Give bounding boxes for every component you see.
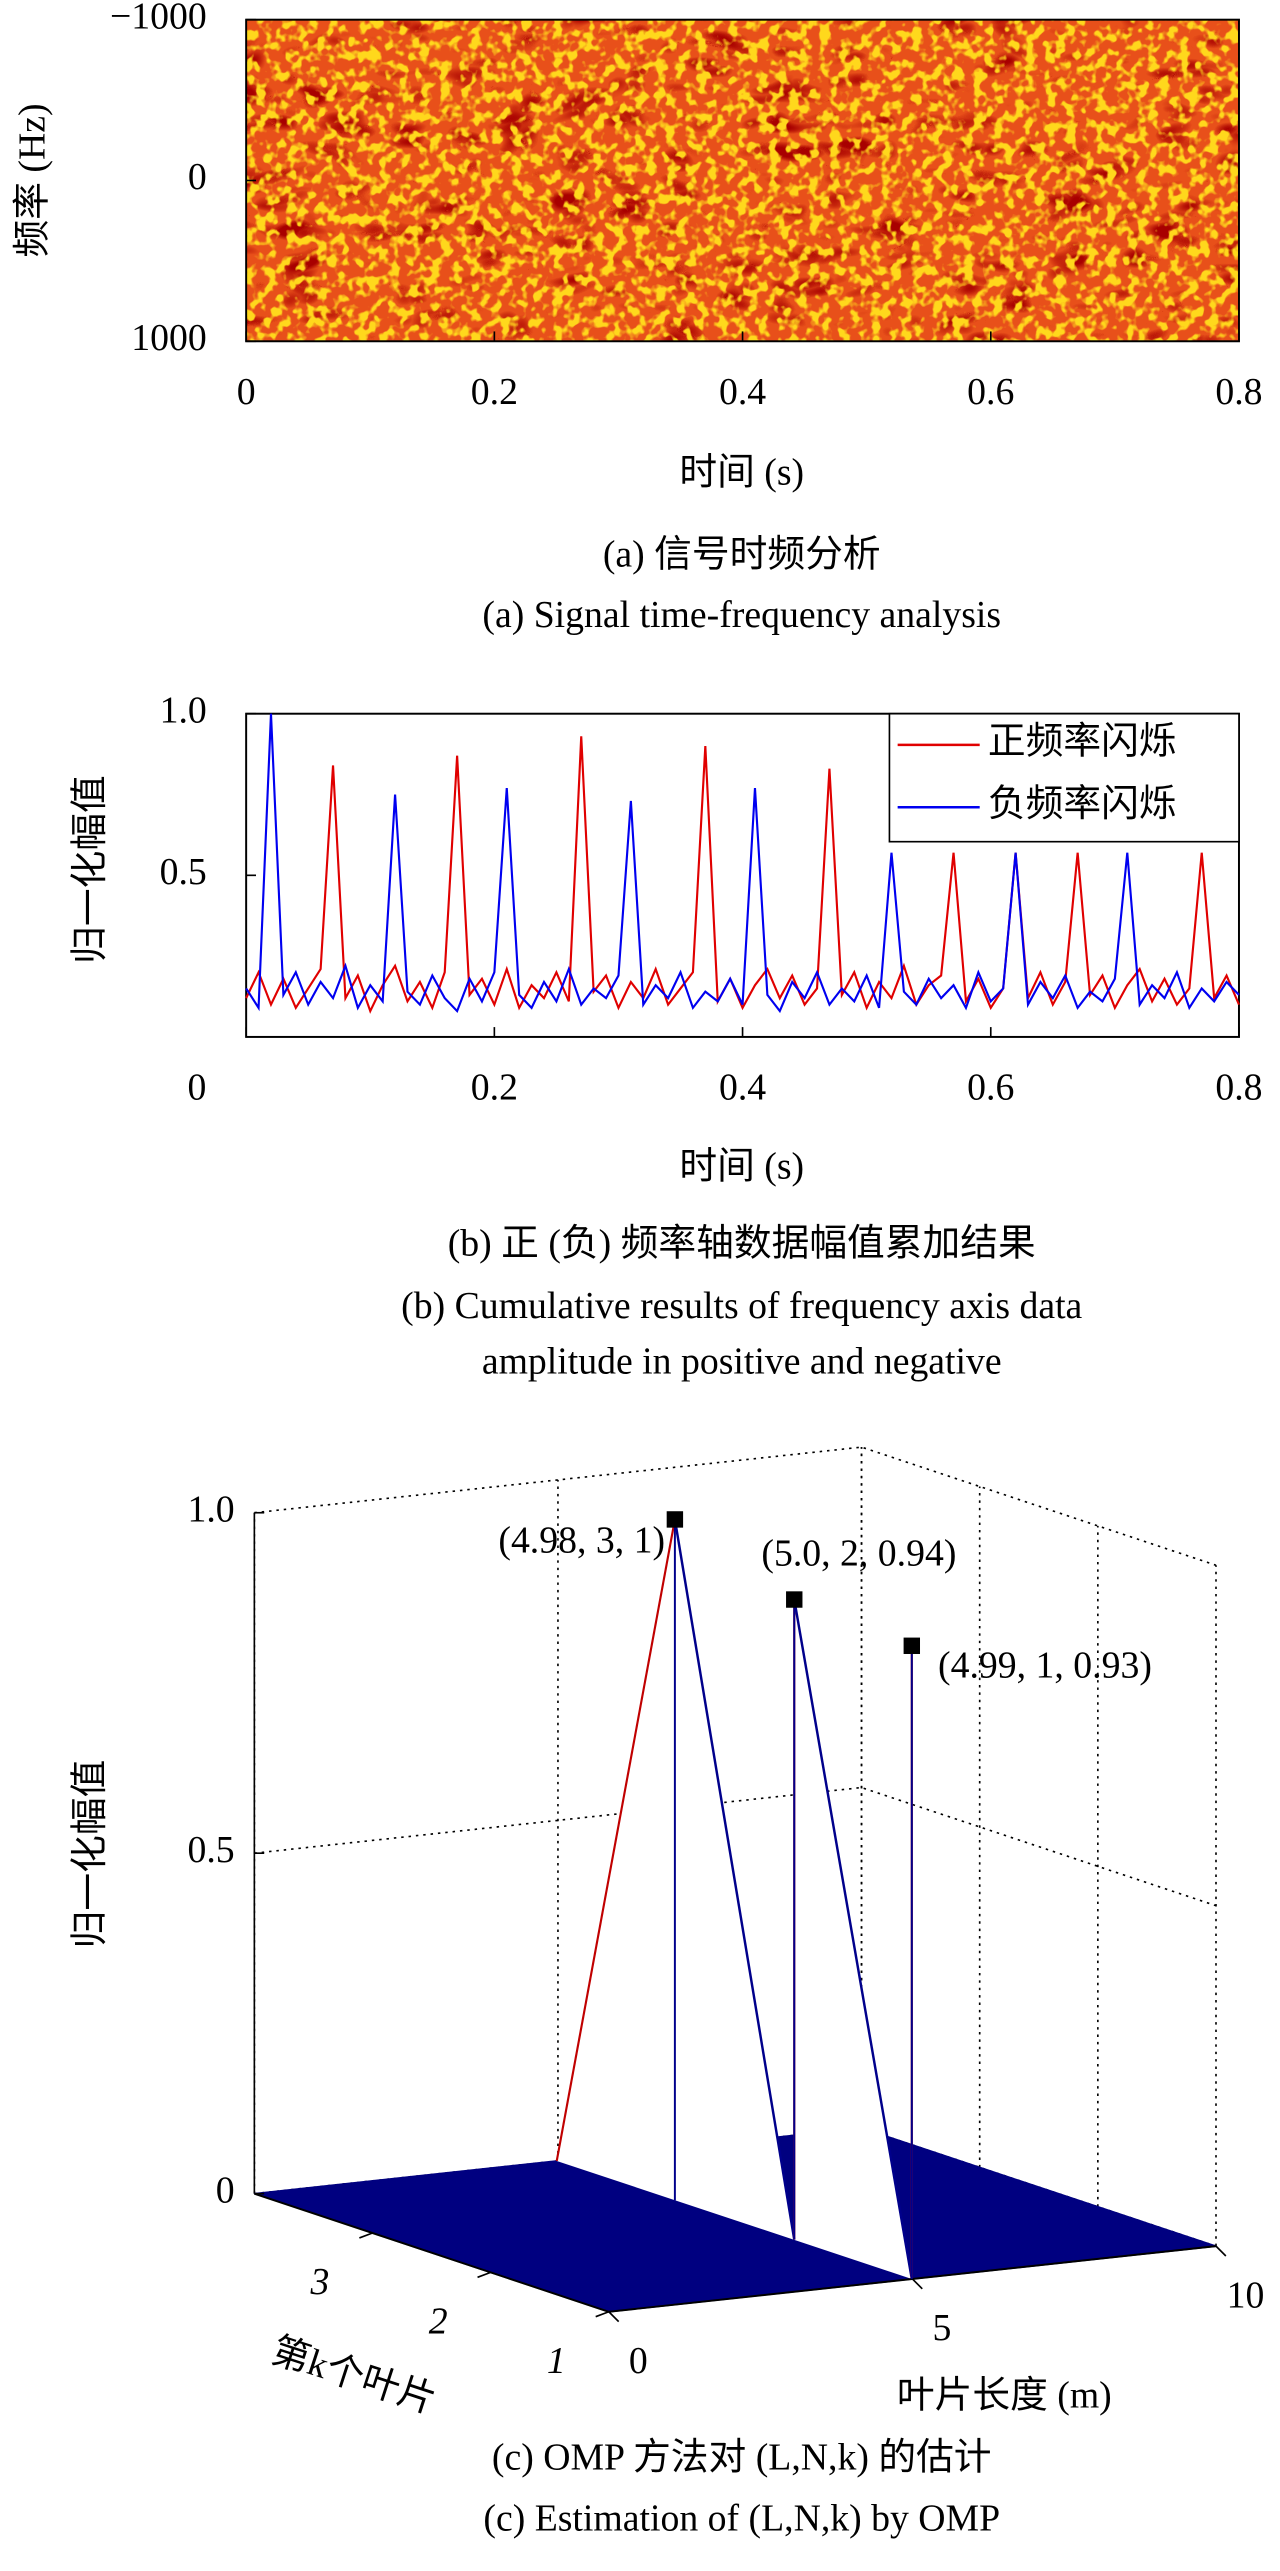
x-tick-label: 0.8 <box>1215 1067 1262 1109</box>
ribbon-edge <box>793 1599 914 2280</box>
peak-label: (4.99, 1, 0.93) <box>938 1644 1152 1686</box>
z-axis-label: 归一化幅值 <box>69 1760 111 1949</box>
y-tick-label: 1000 <box>131 317 206 359</box>
k-axis-label: 第k个叶片 <box>267 2330 441 2422</box>
peak-label: (5.0, 2, 0.94) <box>761 1533 956 1575</box>
z-tick-label: 0 <box>216 2169 235 2211</box>
x-tick-label: 0.2 <box>471 371 518 413</box>
y-axis-label: 归一化幅值 <box>69 775 111 964</box>
peak-marker <box>903 1637 921 1654</box>
legend-label: 正频率闪烁 <box>988 721 1177 763</box>
caption: (a) Signal time-frequency analysis <box>482 594 1001 636</box>
x-tick-label: 10 <box>1227 2274 1265 2316</box>
x-tick-label: 0 <box>629 2340 648 2382</box>
x-tick-label: 0 <box>237 371 256 413</box>
peak-marker <box>666 1511 684 1528</box>
caption: (b) Cumulative results of frequency axis… <box>401 1285 1082 1327</box>
x-axis-label: 叶片长度 (m) <box>897 2374 1112 2416</box>
k-tick-label: 3 <box>310 2261 330 2303</box>
legend-box <box>888 712 1240 843</box>
caption: (b) 正 (负) 频率轴数据幅值累加结果 <box>448 1223 1036 1265</box>
grid-line <box>254 1446 1217 1567</box>
k-tick-label: 1 <box>547 2340 566 2382</box>
caption: (c) Estimation of (L,N,k) by OMP <box>483 2497 1000 2539</box>
x-tick-label: 0.8 <box>1215 371 1262 413</box>
caption: (c) OMP 方法对 (L,N,k) 的估计 <box>492 2437 992 2479</box>
spectrogram <box>246 19 1239 342</box>
caption: (a) 信号时频分析 <box>603 534 881 576</box>
peak-marker <box>786 1591 803 1608</box>
surface-ribbon <box>556 1519 912 2279</box>
x-axis-label: 时间 (s) <box>679 451 804 493</box>
y-tick-label: −1000 <box>110 0 207 37</box>
y-tick-label: 0.5 <box>160 851 207 893</box>
z-tick-label: 0.5 <box>187 1829 234 1871</box>
x-tick <box>911 2278 923 2290</box>
k-tick <box>477 2271 491 2279</box>
x-tick-label: 5 <box>933 2307 952 2349</box>
k-axis <box>254 2192 610 2313</box>
ribbon-edge <box>673 1519 796 2240</box>
y-axis-label: 频率 (Hz) <box>12 103 54 257</box>
x-tick-label: 0.4 <box>719 1067 766 1109</box>
x-tick-label: 0.4 <box>719 371 766 413</box>
ribbon-edge <box>555 1519 676 2162</box>
series-line <box>245 713 1240 1014</box>
x-tick-label: 0.2 <box>471 1067 518 1109</box>
y-tick-label: 0 <box>188 156 207 198</box>
x-tick-label: 0 <box>187 1067 206 1109</box>
x-tick-label: 0.6 <box>967 371 1014 413</box>
x-tick <box>608 2311 620 2323</box>
x-axis-label: 时间 (s) <box>679 1145 804 1187</box>
y-tick-label: 1.0 <box>160 689 207 731</box>
legend-label: 负频率闪烁 <box>988 783 1177 825</box>
x-tick-label: 0.6 <box>967 1067 1014 1109</box>
caption: amplitude in positive and negative <box>482 1341 1002 1383</box>
x-tick <box>1215 2245 1227 2257</box>
k-tick <box>359 2232 373 2239</box>
z-tick-label: 1.0 <box>187 1488 234 1530</box>
k-tick-label: 2 <box>429 2301 448 2343</box>
k-tick <box>595 2310 610 2318</box>
peak-label: (4.98, 3, 1) <box>498 1520 665 1562</box>
